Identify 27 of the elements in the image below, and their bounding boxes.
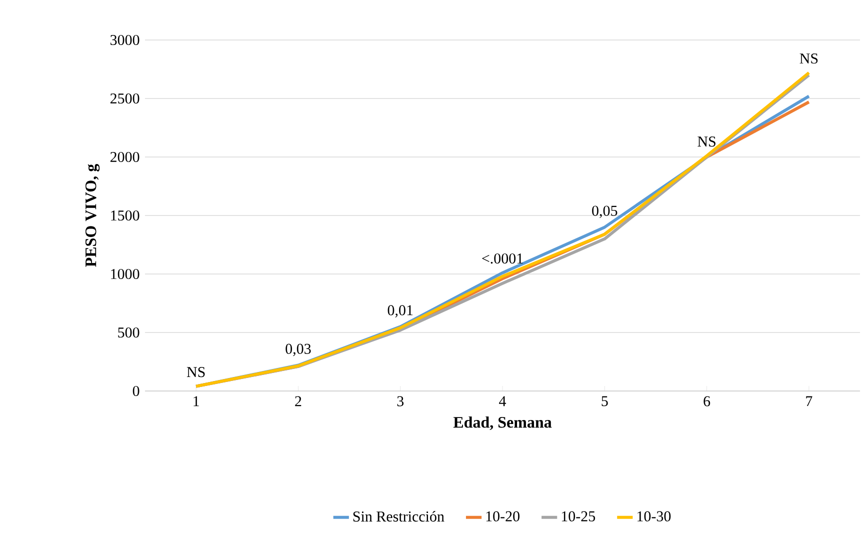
x-tick-label: 3 xyxy=(397,396,404,406)
x-tick-label: 6 xyxy=(704,396,710,406)
y-tick-label: 1000 xyxy=(111,268,140,280)
legend-label: 10-30 xyxy=(638,511,671,522)
annotation: 0,01 xyxy=(388,305,413,318)
x-tick-label: 5 xyxy=(602,396,608,406)
annotation: <.0001 xyxy=(482,253,523,264)
y-tick-label: 2500 xyxy=(110,93,140,104)
legend-label: Sin Restricción xyxy=(353,511,444,522)
x-axis-title: Edad, Semana xyxy=(453,416,552,430)
x-tick-label: 4 xyxy=(499,396,506,406)
x-tick-label: 7 xyxy=(806,396,812,406)
x-tick-label: 1 xyxy=(194,396,199,406)
legend-label: 10-25 xyxy=(562,511,596,522)
y-tick-label: 3000 xyxy=(110,34,140,46)
x-tick-label: 2 xyxy=(295,396,302,406)
annotation: 0,05 xyxy=(592,206,618,218)
annotation: 0,03 xyxy=(286,344,311,356)
legend-label: 10-20 xyxy=(486,511,520,522)
y-tick-label: 0 xyxy=(132,386,140,396)
annotation: NS xyxy=(698,136,716,147)
annotation: NS xyxy=(186,367,205,378)
y-tick-label: 1500 xyxy=(111,210,140,221)
annotation: NS xyxy=(800,53,818,64)
y-axis-title: PESO VIVO, g xyxy=(85,164,100,267)
y-tick-label: 2000 xyxy=(110,152,140,162)
y-tick-label: 500 xyxy=(118,327,140,338)
